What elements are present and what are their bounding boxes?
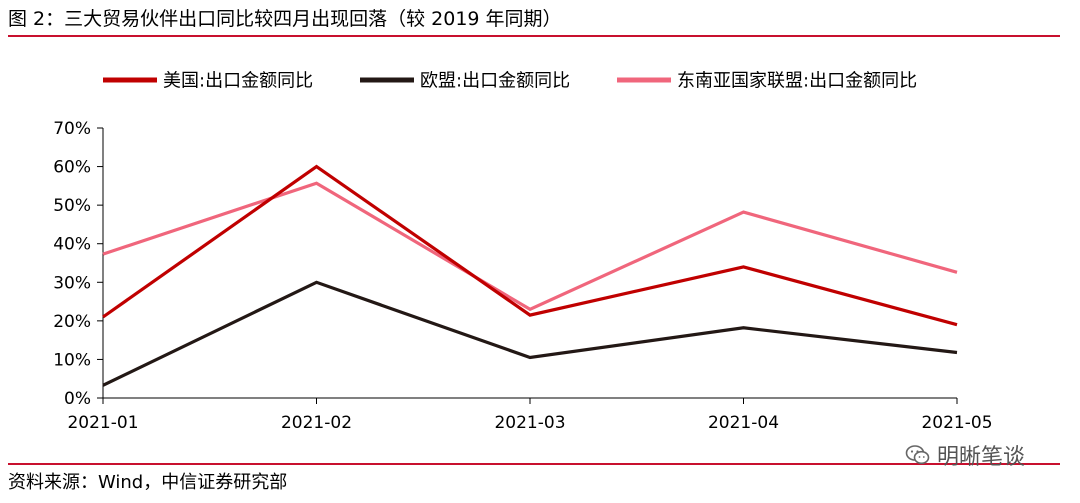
legend-label: 东南亚国家联盟:出口金额同比	[677, 71, 917, 92]
watermark-text: 明晰笔谈	[937, 445, 1026, 470]
y-tick-label: 10%	[53, 350, 91, 370]
x-tick-label: 2021-01	[67, 413, 138, 433]
plot-series	[102, 164, 958, 387]
legend-item-2: 东南亚国家联盟:出口金额同比	[617, 71, 917, 92]
series-line-1	[102, 280, 958, 387]
legend-label: 美国:出口金额同比	[163, 71, 313, 92]
x-tick-label: 2021-02	[281, 413, 352, 433]
legend-item-0: 美国:出口金额同比	[103, 71, 313, 92]
y-tick-label: 50%	[53, 196, 91, 216]
source-rule	[8, 463, 1060, 465]
y-tick-label: 70%	[53, 119, 91, 139]
x-tick-label: 2021-03	[494, 413, 565, 433]
x-tick-label: 2021-05	[921, 413, 992, 433]
title-rule	[8, 35, 1060, 37]
y-tick-label: 40%	[53, 235, 91, 255]
line-chart: 美国:出口金额同比 欧盟:出口金额同比 东南亚国家联盟:出口金额同比 0% 10% 20…	[53, 71, 993, 434]
y-tick-label: 30%	[53, 273, 91, 293]
x-tick-label: 2021-04	[708, 413, 779, 433]
watermark: 明晰笔谈	[905, 440, 1025, 470]
wechat-icon	[905, 445, 930, 465]
x-axis: 2021-01 2021-02 2021-03 2021-04 2021-05	[67, 397, 993, 433]
y-tick-label: 60%	[53, 158, 91, 178]
legend-label: 欧盟:出口金额同比	[420, 71, 570, 92]
source-note: 资料来源：Wind，中信证券研究部	[8, 472, 288, 493]
figure-title: 图 2：三大贸易伙伴出口同比较四月出现回落（较 2019 年同期）	[8, 8, 562, 30]
series-line-2	[102, 181, 958, 312]
y-tick-label: 20%	[53, 312, 91, 332]
y-tick-label: 0%	[64, 389, 91, 409]
legend-item-1: 欧盟:出口金额同比	[360, 71, 570, 92]
y-axis: 0% 10% 20% 30% 40% 50% 60% 70%	[53, 119, 104, 409]
chart-legend: 美国:出口金额同比 欧盟:出口金额同比 东南亚国家联盟:出口金额同比	[103, 71, 917, 92]
series-line-0	[102, 164, 958, 327]
